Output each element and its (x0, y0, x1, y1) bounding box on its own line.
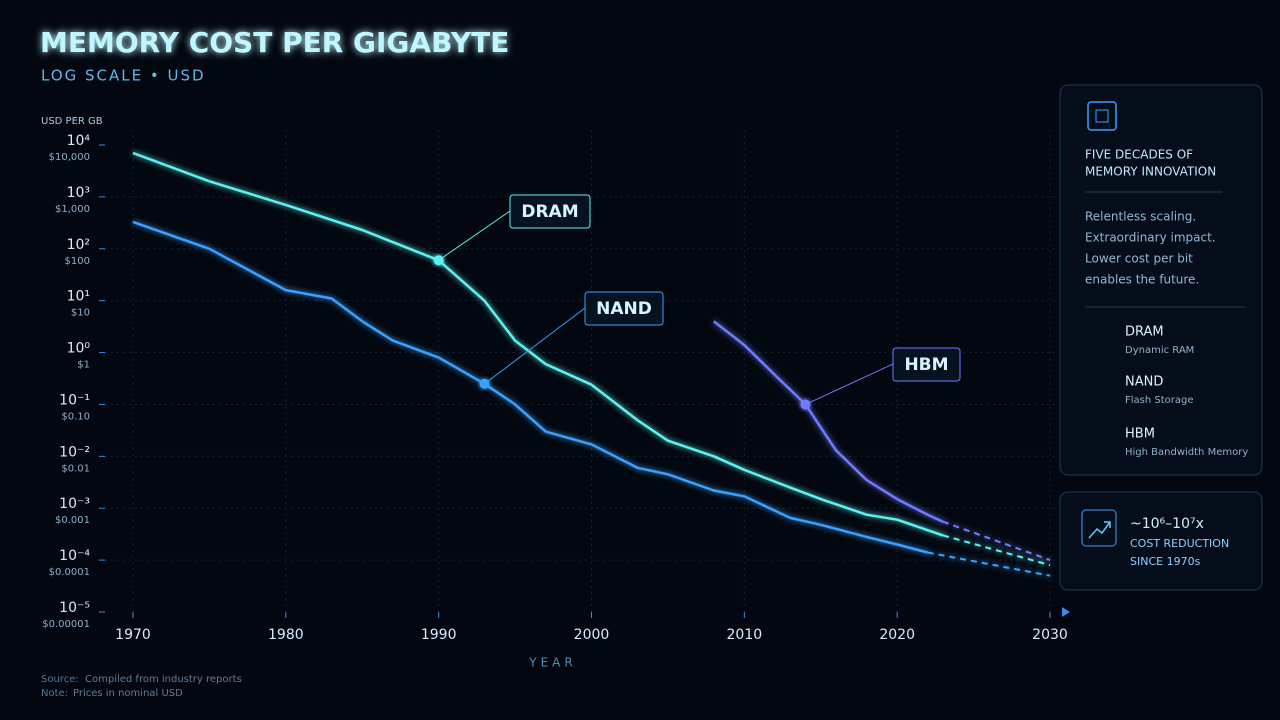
y-tick-label: 10² (67, 237, 90, 253)
callout-leader (484, 307, 586, 385)
y-axis-label: USD PER GB (41, 116, 103, 127)
y-tick-label: 10⁻⁴ (59, 548, 90, 564)
x-tick-label: 1990 (421, 627, 457, 643)
legend-label: DRAM (1125, 325, 1164, 340)
chart-title: MEMORY COST PER GIGABYTE (40, 26, 509, 59)
y-tick-label: 10⁻² (59, 444, 90, 460)
projection-line (942, 534, 1051, 567)
callout-box (584, 291, 664, 326)
chart-subtitle: LOG SCALE • USD (41, 67, 206, 85)
callout-marker (800, 399, 811, 410)
source: Compiled from industry reports (85, 674, 242, 685)
y-tick-label: 10⁴ (67, 133, 91, 149)
callout-marker (433, 255, 444, 266)
callout-label: NAND (596, 299, 652, 319)
callout-label: DRAM (521, 202, 578, 222)
panel-heading: MEMORY INNOVATION (1085, 165, 1216, 179)
projection-line (927, 551, 1051, 577)
info-panel: FIVE DECADES OF MEMORY INNOVATION Relent… (1059, 84, 1263, 476)
y-tick-sublabel: $1,000 (55, 204, 90, 215)
y-tick-sublabel: $0.00001 (42, 619, 90, 630)
series-line (132, 151, 944, 537)
y-tick-sublabel: $10,000 (49, 152, 90, 163)
trend-icon-arrow (1088, 521, 1111, 539)
y-tick-label: 10⁻¹ (59, 392, 90, 408)
series-line (713, 320, 944, 523)
callout-label: HBM (904, 355, 948, 375)
x-axis-label: YEAR (528, 656, 576, 670)
legend-description: Dynamic RAM (1125, 345, 1194, 356)
highlight-frame (1059, 491, 1263, 591)
x-tick-label: 1980 (268, 627, 304, 643)
highlight-text: SINCE 1970s (1130, 555, 1201, 568)
panel-heading: FIVE DECADES OF (1085, 148, 1193, 162)
legend-description: High Bandwidth Memory (1125, 447, 1248, 458)
y-tick-sublabel: $10 (71, 308, 90, 319)
callout-box (509, 194, 591, 229)
y-tick-sublabel: $0.10 (61, 411, 90, 422)
note-label: Note: (41, 688, 68, 699)
y-tick-label: 10³ (67, 185, 90, 201)
chip-icon-core (1095, 109, 1109, 123)
source-label: Source: (41, 674, 79, 685)
callout-marker (479, 378, 490, 389)
panel-text: Lower cost per bit (1085, 252, 1193, 266)
callout-leader (438, 210, 511, 261)
callout-leader (805, 363, 894, 405)
y-tick-sublabel: $100 (65, 256, 90, 267)
legend-description: Flash Storage (1125, 395, 1194, 406)
legend-label: HBM (1125, 427, 1155, 442)
y-tick-label: 10⁻⁵ (59, 600, 90, 616)
panel-text: enables the future. (1085, 273, 1199, 287)
y-tick-sublabel: $0.0001 (49, 567, 90, 578)
y-tick-sublabel: $1 (77, 360, 90, 371)
x-tick-label: 1970 (115, 627, 151, 643)
panel-text: Relentless scaling. (1085, 210, 1196, 224)
highlight-value: ~10⁶–10⁷x (1130, 516, 1204, 532)
highlight-text: COST REDUCTION (1130, 537, 1229, 550)
callout-box (892, 347, 961, 382)
axis-arrow (1062, 607, 1070, 617)
y-tick-sublabel: $0.001 (55, 515, 90, 526)
projection-line (942, 520, 1051, 562)
y-tick-sublabel: $0.01 (61, 463, 90, 474)
trend-icon (1081, 509, 1117, 547)
y-tick-label: 10⁰ (67, 341, 91, 357)
x-tick-label: 2020 (879, 627, 915, 643)
panel-box (1059, 84, 1263, 476)
x-tick-label: 2010 (727, 627, 763, 643)
panel-text: Extraordinary impact. (1085, 231, 1216, 245)
note: Prices in nominal USD (73, 688, 183, 699)
legend-label: NAND (1125, 375, 1163, 390)
y-tick-label: 10⁻³ (59, 496, 90, 512)
x-tick-label: 2000 (574, 627, 610, 643)
highlight-box: ~10⁶–10⁷x COST REDUCTION SINCE 1970s (1059, 491, 1263, 591)
x-tick-label: 2030 (1032, 627, 1068, 643)
series-line (132, 220, 929, 554)
chip-icon (1087, 101, 1117, 131)
y-tick-label: 10¹ (67, 289, 90, 305)
